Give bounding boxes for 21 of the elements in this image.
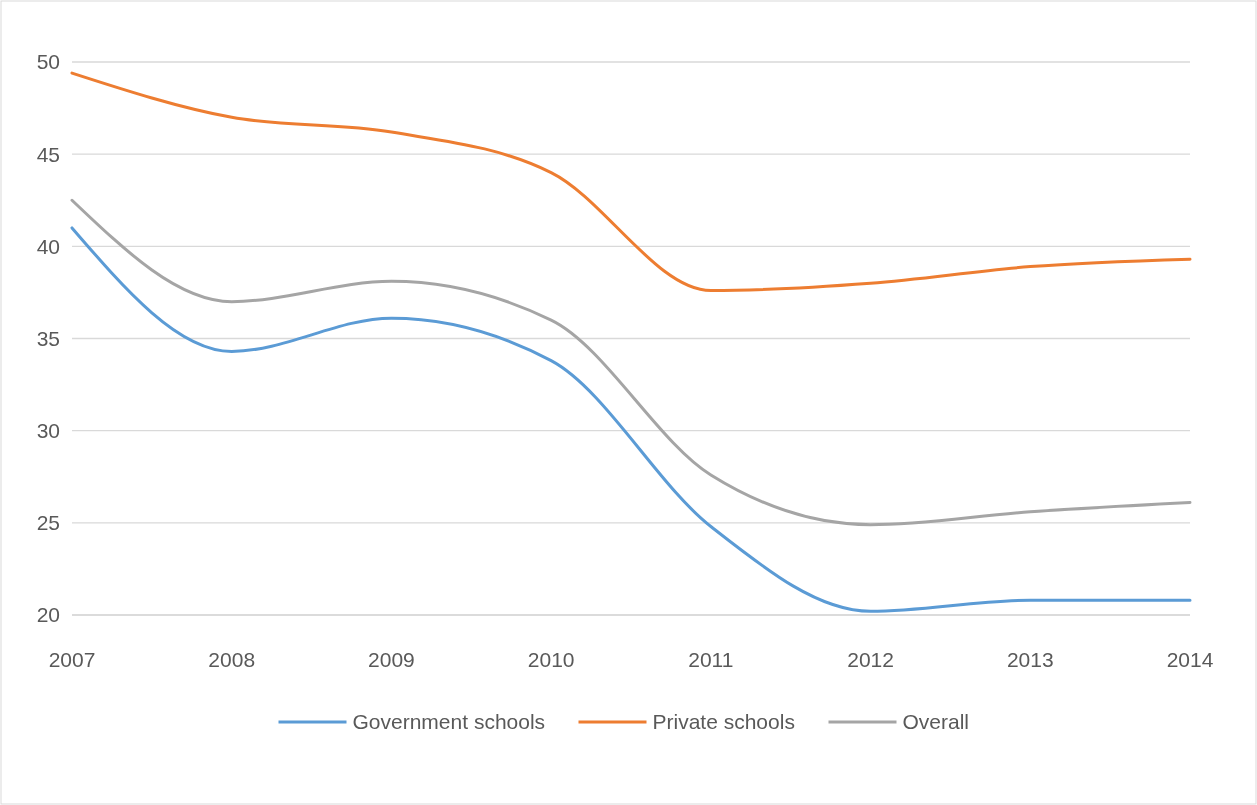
x-tick-label: 2008	[208, 648, 256, 671]
y-tick-label: 35	[36, 326, 60, 350]
y-tick-label: 20	[36, 603, 60, 627]
y-tick-label: 30	[36, 419, 60, 443]
x-tick-label: 2011	[688, 648, 734, 671]
x-tick-label: 2013	[1006, 648, 1054, 671]
y-tick-label: 45	[36, 142, 60, 166]
line-series	[70, 71, 1192, 293]
x-tick-label: 2007	[48, 648, 96, 671]
line-series	[70, 226, 1192, 613]
x-tick-label: 2010	[527, 648, 575, 671]
x-tick-label: 2012	[847, 648, 894, 671]
line-series	[70, 198, 1192, 527]
legend-label: Private schools	[652, 710, 795, 734]
y-tick-label: 40	[36, 234, 60, 258]
legend-label: Government schools	[352, 710, 546, 734]
x-tick-label: 2014	[1166, 648, 1214, 671]
x-tick-label: 2009	[368, 648, 415, 671]
legend-label: Overall	[902, 710, 970, 734]
y-tick-label: 50	[36, 50, 60, 74]
y-tick-label: 25	[36, 511, 60, 535]
